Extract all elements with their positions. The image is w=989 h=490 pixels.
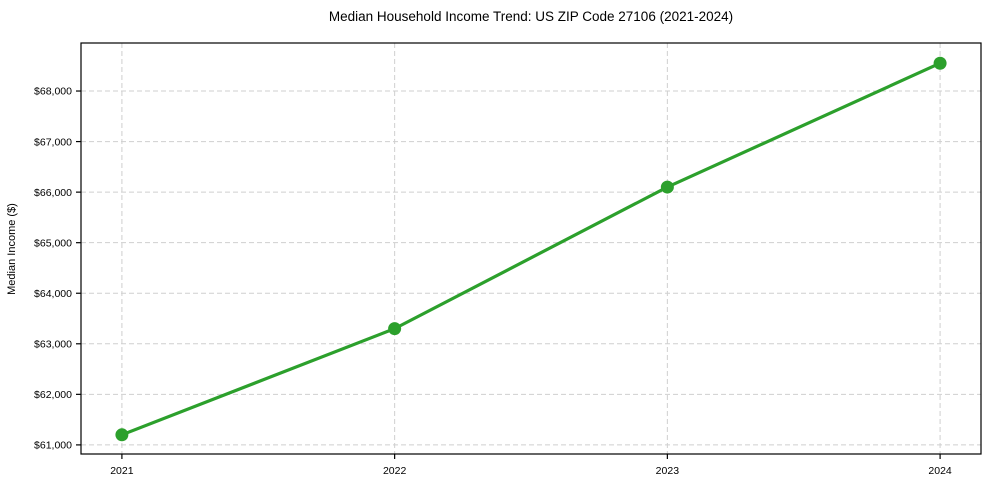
data-point [388,322,402,336]
y-tick-label: $61,000 [34,440,72,452]
y-tick-label: $62,000 [34,389,72,401]
plot-area: $61,000 $62,000 $63,000 $64,000 $65,000 $66,0… [34,42,982,477]
y-tick-label: $67,000 [34,136,72,148]
x-tick-label: 2022 [383,465,407,477]
y-tick-label: $68,000 [34,86,72,98]
x-tick-label: 2024 [928,465,952,477]
data-point [660,180,674,194]
x-tick-label: 2021 [110,465,134,477]
plot-frame [80,42,982,455]
trend-line [120,61,942,437]
data-point [115,428,129,442]
x-tick-label: 2023 [656,465,680,477]
chart-title: Median Household Income Trend: US ZIP Co… [329,9,733,24]
y-tick-label: $63,000 [34,338,72,350]
y-tick-label: $66,000 [34,187,72,199]
y-tick-label: $64,000 [34,288,72,300]
y-tick-label: $65,000 [34,237,72,249]
data-point [933,56,947,70]
y-axis-label: Median Income ($) [6,203,18,295]
